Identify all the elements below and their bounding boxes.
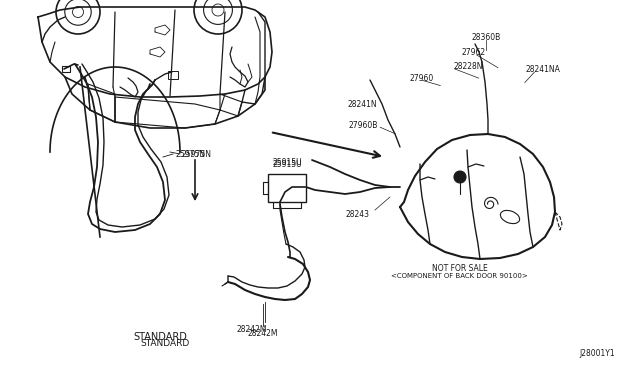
Bar [168, 71, 178, 79]
Ellipse shape [500, 211, 520, 224]
Text: 28243: 28243 [346, 209, 370, 218]
Text: STANDARD: STANDARD [140, 340, 189, 349]
Text: 25915U: 25915U [272, 160, 302, 169]
Text: 27962: 27962 [461, 48, 486, 57]
Circle shape [454, 171, 466, 183]
Bar [62, 66, 70, 72]
Text: STANDARD: STANDARD [133, 332, 187, 342]
Text: J28001Y1: J28001Y1 [579, 350, 615, 359]
Text: 28241NA: 28241NA [525, 65, 560, 74]
Text: 28241N: 28241N [348, 99, 378, 109]
Text: 28360B: 28360B [472, 33, 501, 42]
Text: 25975N: 25975N [176, 150, 206, 158]
Text: <COMPONENT OF BACK DOOR 90100>: <COMPONENT OF BACK DOOR 90100> [391, 273, 528, 279]
Text: 28242M: 28242M [248, 330, 278, 339]
Text: 28228N: 28228N [453, 62, 483, 71]
Text: 27960: 27960 [410, 74, 434, 83]
Text: 25915U: 25915U [272, 157, 302, 167]
Text: 28242M: 28242M [237, 326, 268, 334]
Bar [268, 174, 306, 202]
Text: 25975N: 25975N [182, 150, 212, 158]
Text: NOT FOR SALE: NOT FOR SALE [431, 264, 488, 273]
Text: 27960B: 27960B [348, 121, 378, 130]
